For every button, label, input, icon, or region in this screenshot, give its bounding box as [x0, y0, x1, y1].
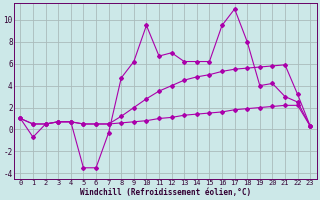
X-axis label: Windchill (Refroidissement éolien,°C): Windchill (Refroidissement éolien,°C) [80, 188, 251, 197]
